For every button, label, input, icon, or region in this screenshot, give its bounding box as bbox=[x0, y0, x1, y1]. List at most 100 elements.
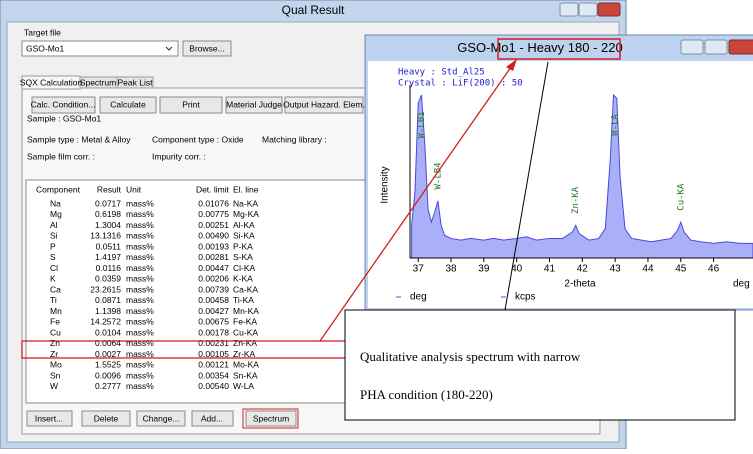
condition: Heavy : Std_Al25 bbox=[398, 68, 485, 78]
button-label: Insert... bbox=[35, 413, 63, 423]
bottom-button[interactable] bbox=[136, 410, 186, 427]
toolbar-button[interactable] bbox=[225, 96, 283, 114]
table-cell: 0.00427 bbox=[198, 306, 229, 316]
x-tick-label: 44 bbox=[642, 264, 654, 275]
callout-text: Qualitative analysis spectrum with narro… bbox=[360, 349, 581, 364]
peak-label: Zn-KA bbox=[571, 186, 581, 214]
column-header: Det. limit bbox=[196, 184, 230, 194]
table-cell: Fe bbox=[50, 317, 60, 327]
toolbar-button[interactable] bbox=[159, 96, 223, 114]
close-button[interactable] bbox=[597, 2, 621, 17]
target-file-label: Target file bbox=[24, 27, 61, 37]
x-unit: deg bbox=[733, 279, 750, 290]
table-cell: 0.00458 bbox=[198, 295, 229, 305]
table-cell: Cl bbox=[50, 263, 58, 273]
table-cell: mass% bbox=[126, 349, 154, 359]
table-cell: 1.1398 bbox=[95, 306, 121, 316]
table-cell: 0.00281 bbox=[198, 252, 229, 262]
table-cell: 0.0064 bbox=[95, 338, 121, 348]
close-button[interactable] bbox=[728, 39, 753, 55]
table-cell: 0.0359 bbox=[95, 274, 121, 284]
table-cell: mass% bbox=[126, 274, 154, 284]
table-cell: Mo bbox=[50, 360, 62, 370]
table-cell: P-KA bbox=[233, 241, 253, 251]
table-cell: Al bbox=[50, 220, 58, 230]
table-cell: 0.01076 bbox=[198, 198, 229, 208]
peak-label: W-LA bbox=[611, 114, 621, 136]
column-header: Component bbox=[36, 184, 81, 194]
table-cell: 0.0104 bbox=[95, 327, 121, 337]
x-tick-label: 43 bbox=[610, 264, 622, 275]
browse-button[interactable] bbox=[182, 40, 232, 57]
toolbar-button[interactable] bbox=[31, 96, 96, 114]
bottom-button[interactable] bbox=[191, 410, 234, 427]
toolbar-button[interactable] bbox=[284, 96, 364, 114]
target-file-value: GSO-Mo1 bbox=[26, 43, 65, 53]
column-header: El. line bbox=[233, 184, 259, 194]
table-cell: Ti-KA bbox=[233, 295, 254, 305]
x-tick-label: 42 bbox=[577, 264, 589, 275]
column-header: Result bbox=[97, 184, 122, 194]
impurity-corr: Impurity corr. : bbox=[152, 151, 206, 161]
x-tick-label: 45 bbox=[675, 264, 687, 275]
table-cell: Ca bbox=[50, 284, 61, 294]
table-cell: W-LA bbox=[233, 381, 254, 391]
minimize-button[interactable] bbox=[559, 2, 579, 17]
matching-library: Matching library : bbox=[262, 134, 327, 144]
table-cell: Mg-KA bbox=[233, 209, 259, 219]
arrow-line bbox=[319, 66, 512, 342]
table-body: Component Result Unit Det. limit El. line Na 0… bbox=[36, 184, 259, 391]
toolbar-button[interactable] bbox=[99, 96, 157, 114]
table-cell: Zr-KA bbox=[233, 349, 256, 359]
table-cell: Si-KA bbox=[233, 231, 255, 241]
table-cell: 1.5525 bbox=[95, 360, 121, 370]
table-cell: mass% bbox=[126, 220, 154, 230]
maximize-button[interactable] bbox=[578, 2, 598, 17]
column-header: Unit bbox=[126, 184, 142, 194]
table-cell: 0.0116 bbox=[96, 263, 122, 273]
button-label: Material Judge bbox=[226, 99, 282, 109]
button-label: Add... bbox=[201, 413, 223, 423]
table-cell: Sn-KA bbox=[233, 370, 258, 380]
table-cell: mass% bbox=[126, 370, 154, 380]
button-label: Print bbox=[182, 99, 200, 109]
table-cell: 1.3004 bbox=[95, 220, 121, 230]
table-cell: 0.00178 bbox=[198, 327, 229, 337]
y-axis-label: Intensity bbox=[380, 166, 391, 203]
minimize-button[interactable] bbox=[680, 39, 704, 55]
legend-label: kcps bbox=[515, 292, 536, 303]
table-cell: mass% bbox=[126, 327, 154, 337]
tab-label: SQX Calculation bbox=[20, 77, 83, 87]
table-cell: 0.2777 bbox=[95, 381, 121, 391]
table-cell: 0.6198 bbox=[95, 209, 121, 219]
table-cell: 0.0027 bbox=[95, 349, 121, 359]
table-cell: mass% bbox=[126, 252, 154, 262]
highlight-box bbox=[242, 408, 299, 429]
tab-label: Spectrum bbox=[80, 77, 116, 87]
table-cell: Mg bbox=[50, 209, 62, 219]
tab-label: Peak List bbox=[118, 77, 154, 87]
table-cell: mass% bbox=[126, 381, 154, 391]
maximize-button[interactable] bbox=[704, 39, 728, 55]
table-cell: mass% bbox=[126, 241, 154, 251]
table-cell: Mo-KA bbox=[233, 360, 259, 370]
bottom-button[interactable] bbox=[81, 410, 131, 427]
pointer-line bbox=[504, 61, 549, 311]
table-cell: Na-KA bbox=[233, 198, 258, 208]
button-label: Spectrum bbox=[253, 413, 289, 423]
table-cell: P bbox=[50, 241, 56, 251]
table-cell: Na bbox=[50, 198, 61, 208]
tab[interactable] bbox=[116, 76, 154, 89]
table-cell: Ca-KA bbox=[233, 284, 258, 294]
table-cell: Fe-KA bbox=[233, 317, 257, 327]
table-cell: Ti bbox=[50, 295, 57, 305]
table-cell: 0.00775 bbox=[198, 209, 229, 219]
bottom-button[interactable] bbox=[245, 410, 297, 427]
table-cell: mass% bbox=[126, 231, 154, 241]
bottom-button[interactable] bbox=[26, 410, 73, 427]
spectrum-title: GSO-Mo1 - Heavy 180 - 220 bbox=[457, 40, 622, 55]
target-file-combo[interactable] bbox=[21, 40, 179, 57]
table-cell: 0.00739 bbox=[198, 284, 229, 294]
table-cell: Cu-KA bbox=[233, 327, 258, 337]
